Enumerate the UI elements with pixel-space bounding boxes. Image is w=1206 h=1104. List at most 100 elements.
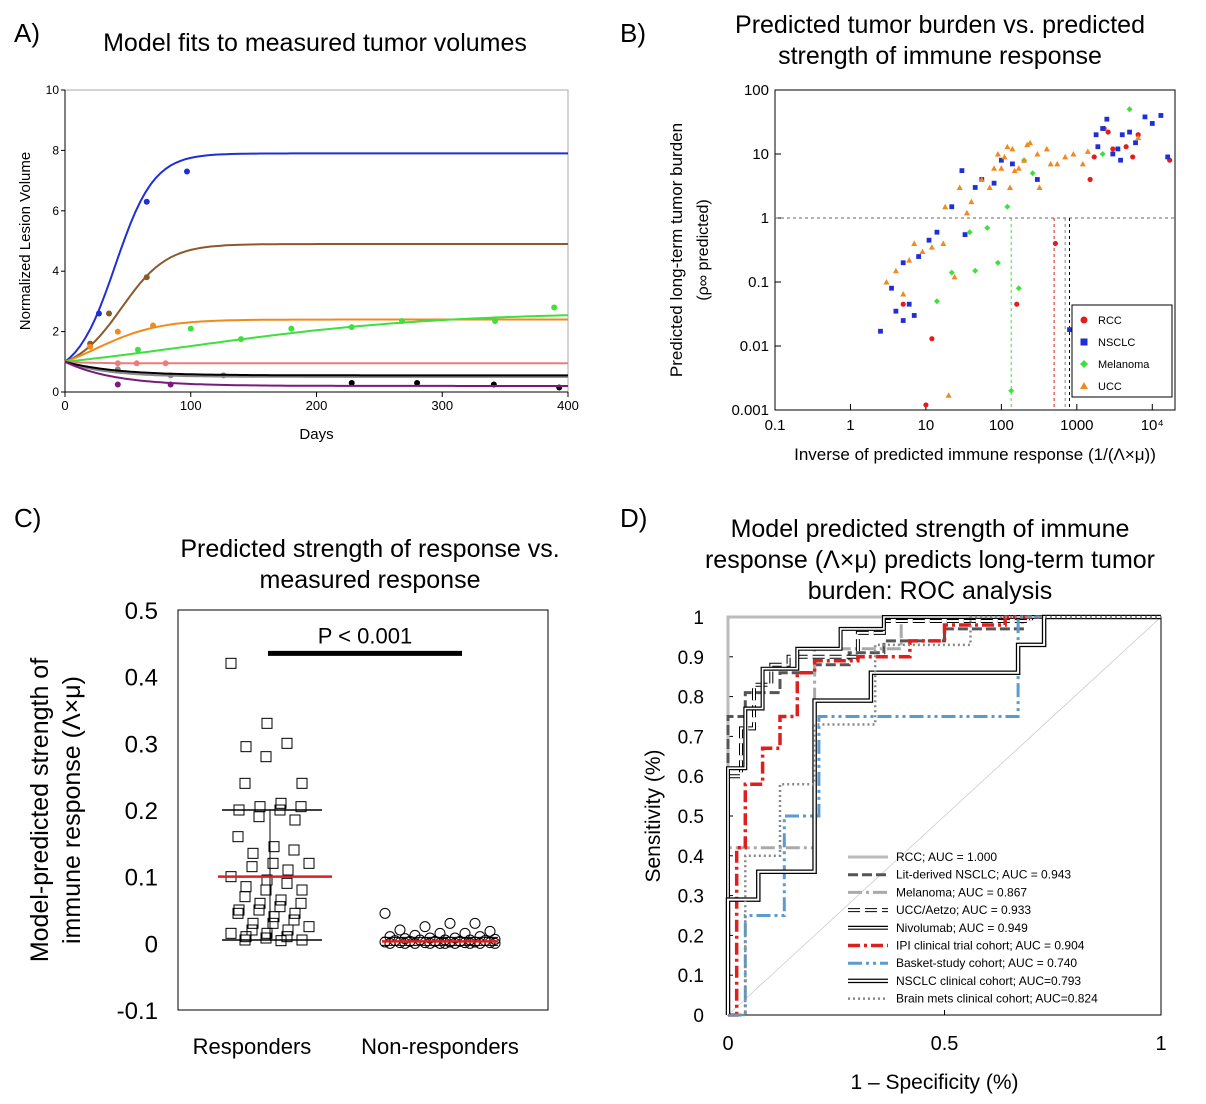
point-UCC — [883, 279, 890, 285]
y-tick-label: 0.6 — [678, 767, 704, 788]
plot-frame — [64, 89, 569, 393]
point-NSCLC — [926, 237, 932, 243]
data-point-black — [414, 379, 421, 386]
fit-curve-gray — [64, 360, 568, 378]
point-Melanoma — [1004, 203, 1011, 210]
panel-b-title-line1: Predicted tumor burden vs. predicted — [735, 11, 1145, 39]
x-tick-label: 100 — [989, 417, 1014, 434]
roc-curve-ncl — [727, 616, 1161, 1015]
data-point-orange — [87, 343, 94, 350]
chart-b: 0.1 1 10 100 1000 10⁴ 0.001 0.01 0.1 1 10 100 Invers… — [667, 82, 1176, 464]
panel-a-label: A) — [14, 18, 40, 48]
responder-point — [296, 777, 308, 789]
fit-curve-blue — [64, 152, 568, 363]
data-point-pink — [133, 360, 140, 367]
point-NSCLC — [878, 328, 883, 334]
legend-marker — [1080, 382, 1088, 389]
y-axis-label-2: (ρ∞ predicted) — [695, 199, 712, 300]
responder-point — [260, 932, 272, 944]
point-NSCLC — [962, 232, 968, 238]
panel-b-title-line2: strength of immune response — [778, 42, 1102, 70]
fit-curve-pink — [64, 360, 568, 365]
point-Melanoma — [1008, 387, 1015, 394]
chart-d: 0 0.5 1 0 0.1 0.2 0.3 0.4 0.5 0.6 0.7 0.8 0.9 1 1 – Sp… — [642, 608, 1167, 1094]
point-Melanoma — [994, 259, 1001, 266]
y-axis-label-2: immune response (Λ×μ) — [58, 676, 86, 944]
data-point-orange — [114, 328, 121, 335]
responder-point — [274, 901, 286, 913]
data-point-green — [238, 336, 245, 343]
x-category-label: Responders — [193, 1034, 312, 1059]
responder-point — [303, 921, 315, 933]
point-NSCLC — [911, 313, 917, 318]
data-point-purple — [114, 381, 121, 388]
point-Melanoma — [1015, 285, 1022, 292]
point-NSCLC — [1133, 140, 1138, 146]
x-tick-label: 10 — [918, 417, 935, 434]
non-responder-point — [489, 937, 501, 949]
y-tick-label: 0.3 — [125, 731, 158, 758]
y-tick-label: 1 — [693, 608, 704, 629]
point-NSCLC — [893, 308, 899, 314]
y-tick-label: 0 — [145, 931, 158, 958]
responder-point — [240, 881, 252, 893]
responder-point — [239, 777, 251, 789]
responder-point — [267, 857, 279, 869]
y-tick-label: 2 — [52, 325, 59, 339]
y-axis-label: Predicted long-term tumor burden — [667, 123, 686, 377]
point-UCC — [900, 290, 907, 297]
responder-point — [275, 894, 287, 906]
point-NSCLC — [1009, 161, 1015, 167]
non-responder-point — [399, 937, 411, 949]
plot-frame — [774, 89, 1176, 411]
point-NSCLC — [934, 229, 940, 235]
legend-label: NSCLC clinical cohort; AUC=0.793 — [896, 974, 1081, 988]
responder-point — [225, 927, 237, 939]
point-UCC — [1135, 134, 1142, 141]
x-tick-label: 200 — [306, 398, 328, 413]
point-NSCLC — [959, 168, 965, 174]
point-Melanoma — [933, 298, 940, 305]
y-tick-label: 0.1 — [748, 274, 769, 291]
non-responder-point — [424, 937, 436, 949]
non-responder-point — [444, 917, 456, 929]
responder-point — [261, 717, 273, 729]
legend-label: UCC/Aetzo; AUC = 0.933 — [896, 903, 1031, 917]
data-point-brown — [143, 274, 150, 281]
point-UCC — [1043, 145, 1050, 152]
point-RCC — [923, 402, 929, 408]
data-point-green — [288, 325, 295, 332]
y-tick-label: 8 — [52, 143, 59, 157]
data-point-green — [551, 304, 558, 311]
y-tick-label: 6 — [52, 204, 59, 218]
point-Melanoma — [966, 229, 973, 236]
y-tick-label: 0.001 — [731, 402, 769, 419]
fit-curve-brown — [64, 243, 568, 363]
legend-box — [1071, 304, 1173, 398]
point-NSCLC — [949, 204, 955, 210]
point-Melanoma — [948, 269, 955, 276]
panel-b-label: B) — [620, 18, 646, 48]
x-tick-label: 0.1 — [765, 417, 786, 434]
point-UCC — [928, 244, 935, 250]
legend-label: Lit-derived NSCLC; AUC = 0.943 — [896, 868, 1071, 882]
panel-d-title-line3: burden: ROC analysis — [807, 577, 1053, 605]
point-NSCLC — [1115, 146, 1121, 152]
x-tick-label: 1000 — [1060, 417, 1093, 434]
point-RCC — [1052, 240, 1058, 247]
non-responder-point — [484, 925, 496, 937]
responder-point — [233, 804, 245, 816]
y-axis-label: Model-predicted strength of — [26, 658, 54, 962]
non-responder-point — [419, 921, 431, 933]
x-tick-label: 10⁴ — [1141, 417, 1164, 434]
data-point-brown — [106, 310, 113, 317]
point-NSCLC — [1067, 327, 1072, 333]
point-UCC — [1070, 151, 1077, 157]
responder-point — [281, 737, 293, 749]
y-tick-label: 1 — [761, 210, 769, 227]
responder-point — [296, 934, 308, 946]
point-NSCLC — [1165, 154, 1171, 160]
point-UCC — [1001, 153, 1008, 160]
panel-a-title: Model fits to measured tumor volumes — [103, 29, 527, 57]
point-NSCLC — [906, 301, 912, 307]
